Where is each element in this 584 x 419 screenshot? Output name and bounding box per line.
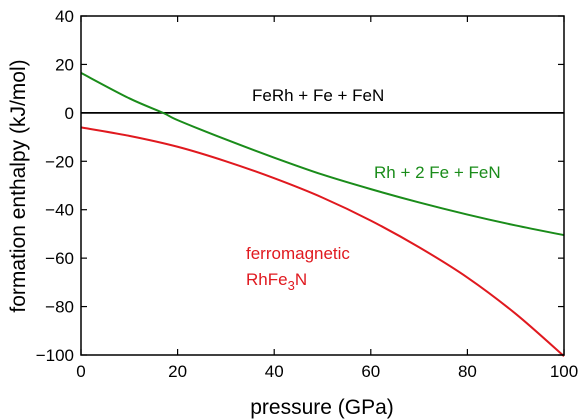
annotation-rhfe3n: RhFe3N <box>246 270 307 293</box>
y-tick-label: −100 <box>36 346 74 365</box>
x-tick-label: 0 <box>76 362 85 381</box>
y-tick-label: 40 <box>55 7 74 26</box>
y-tick-label: −60 <box>45 249 74 268</box>
y-tick-label: 0 <box>65 104 74 123</box>
series-line-1 <box>80 72 565 237</box>
annotation-rhfe3n-subscript: 3 <box>288 278 295 293</box>
y-tick-label: −40 <box>45 201 74 220</box>
annotation-rh-2fe-fen: Rh + 2 Fe + FeN <box>374 163 501 182</box>
tick-layer: 0 20 40 60 80 100 40 20 0 −20 −40 −60 −80 −100 <box>36 7 578 381</box>
series-layer <box>80 72 565 357</box>
annotation-ferh-fe-fen: FeRh + Fe + FeN <box>252 86 384 105</box>
annotation-rhfe3n-main: RhFe <box>246 270 288 289</box>
x-axis-label: pressure (GPa) <box>250 396 394 419</box>
series-line-2 <box>80 126 565 357</box>
x-tick-label: 100 <box>550 362 578 381</box>
x-tick-label: 60 <box>361 362 380 381</box>
y-tick-label: −20 <box>45 152 74 171</box>
x-tick-label: 80 <box>458 362 477 381</box>
x-tick-label: 40 <box>265 362 284 381</box>
y-axis-label: formation enthalpy (kJ/mol) <box>7 59 30 312</box>
y-tick-label: 20 <box>55 55 74 74</box>
annotation-rhfe3n-tail: N <box>295 270 307 289</box>
x-tick-label: 20 <box>168 362 187 381</box>
plot-frame <box>80 15 565 356</box>
y-tick-label: −80 <box>45 298 74 317</box>
annotation-ferromagnetic: ferromagnetic <box>246 244 350 263</box>
